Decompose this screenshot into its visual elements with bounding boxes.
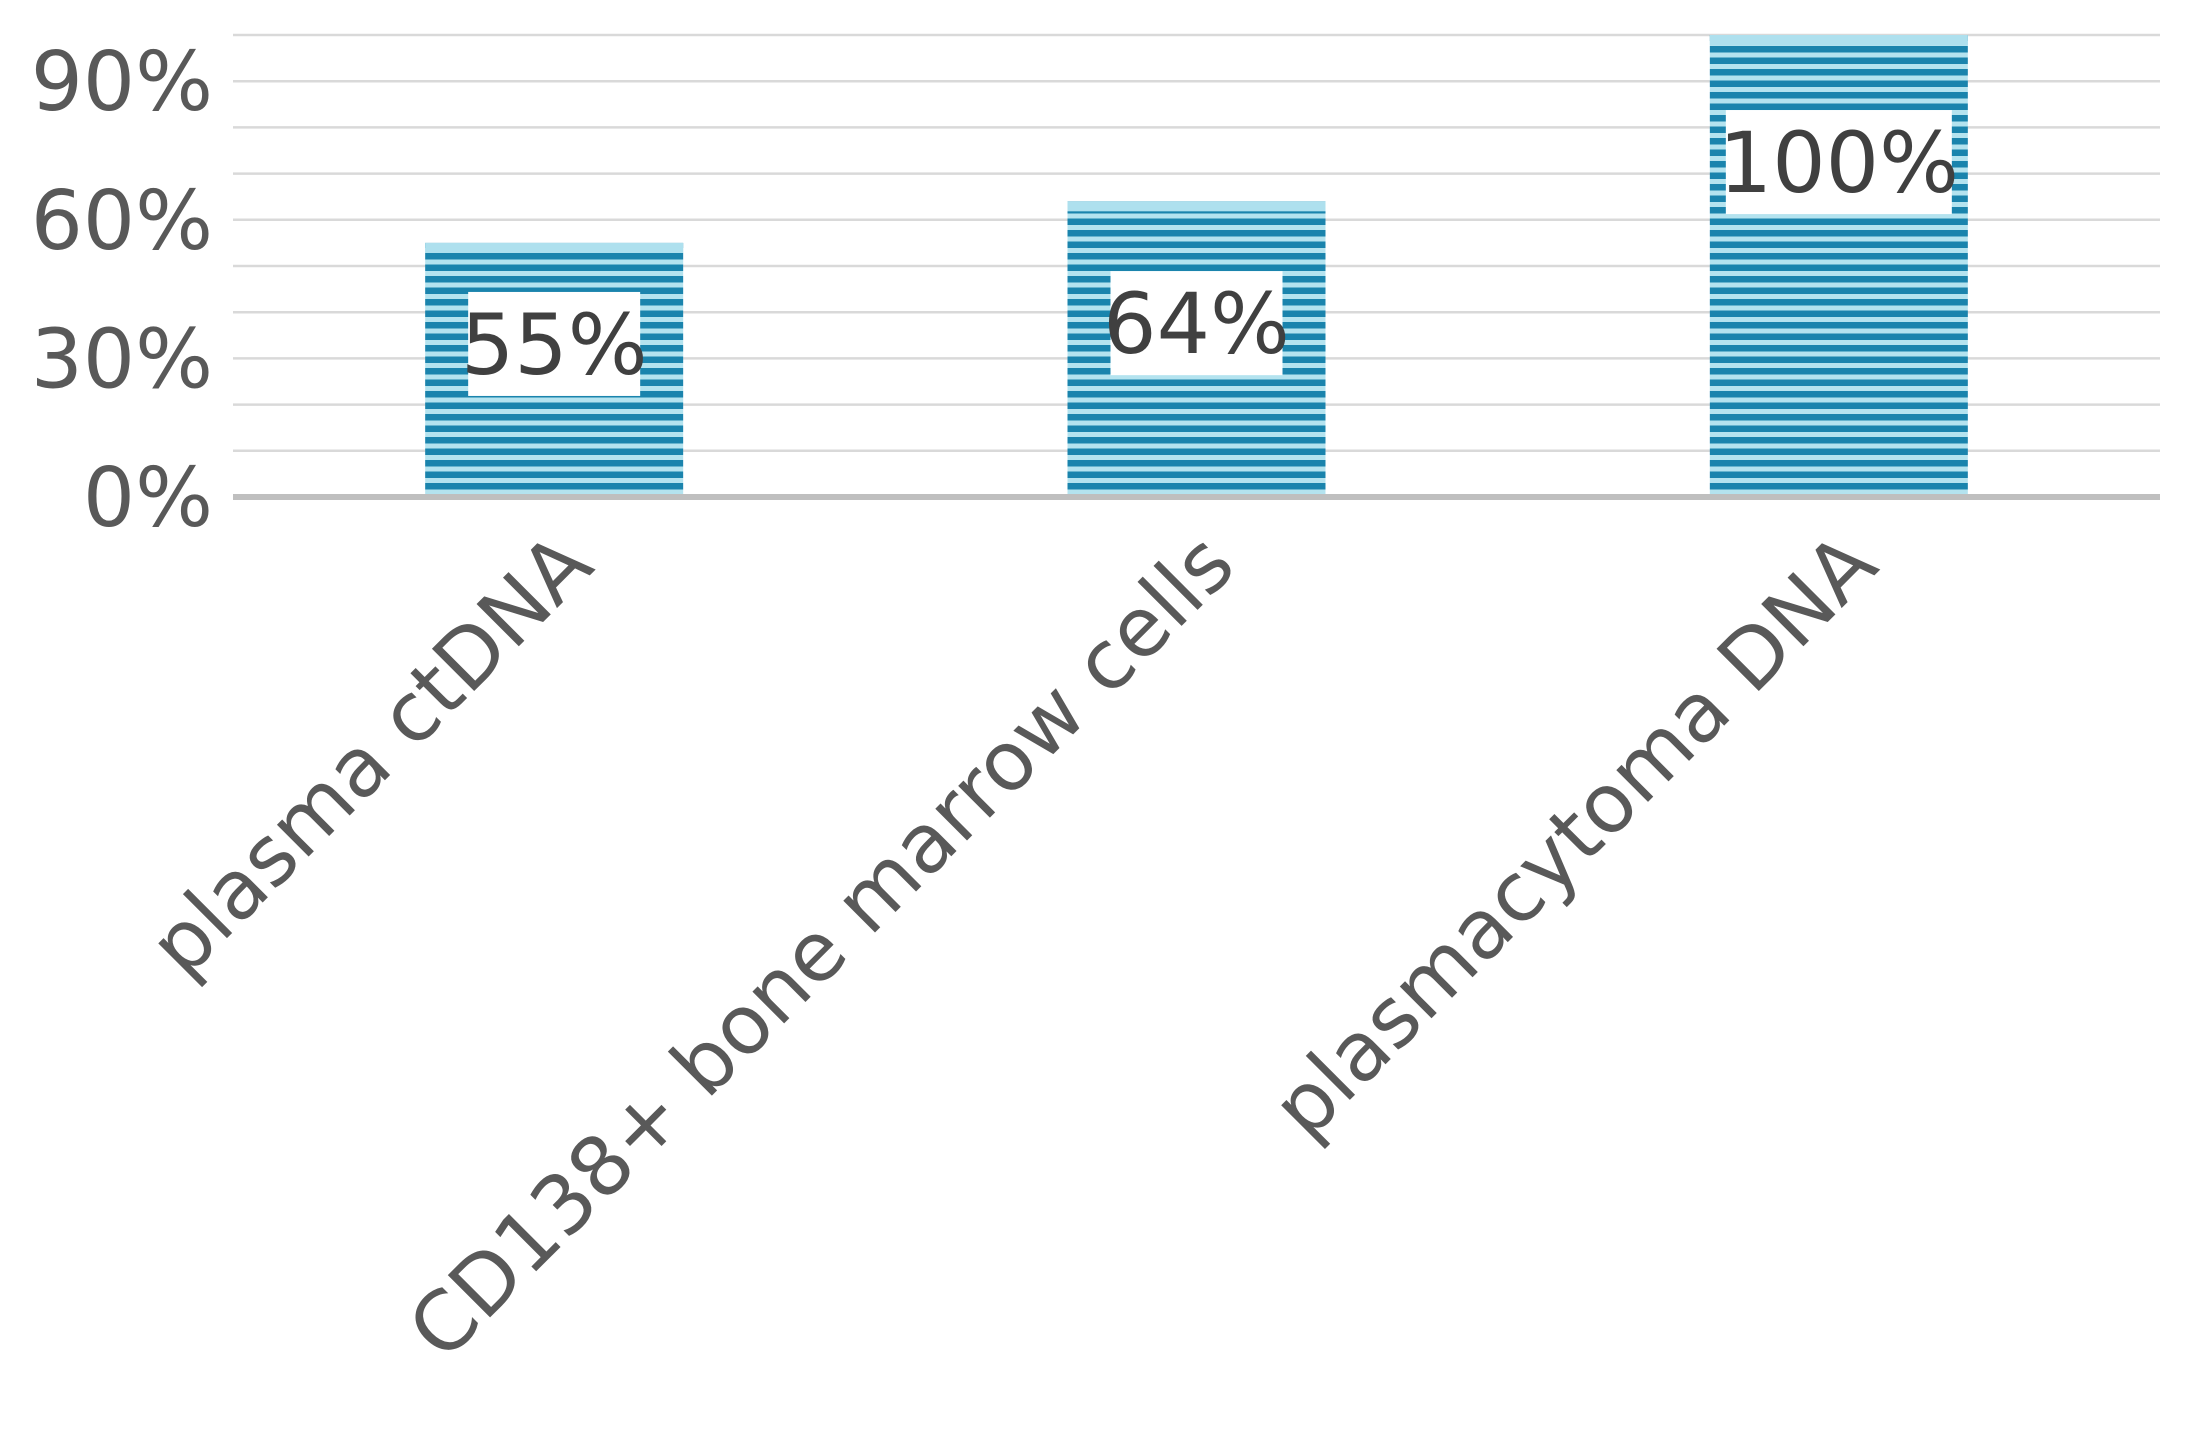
data-label: 100% bbox=[1719, 114, 1959, 212]
x-tick-label: plasma ctDNA bbox=[132, 516, 611, 995]
bar-top-edge bbox=[1709, 35, 1968, 45]
bar-top-edge bbox=[1067, 201, 1326, 212]
bar-group bbox=[1709, 35, 1968, 497]
y-tick-label: 0% bbox=[83, 451, 213, 546]
data-labels: 55% 64% 100% bbox=[461, 110, 1959, 396]
data-label-box bbox=[1725, 110, 1952, 215]
y-tick-label: 60% bbox=[31, 174, 213, 269]
data-label: 64% bbox=[1103, 275, 1290, 373]
y-tick-label: 90% bbox=[31, 35, 213, 130]
x-tick-label: plasmacytoma DNA bbox=[1255, 516, 1895, 1156]
bar bbox=[1709, 35, 1968, 497]
y-axis-tick-labels: 0% 30% 60% 90% bbox=[31, 35, 213, 546]
data-label-box bbox=[468, 291, 641, 396]
bars bbox=[425, 35, 1968, 497]
data-label-box bbox=[1110, 271, 1283, 376]
data-label: 55% bbox=[461, 296, 648, 394]
y-tick-label: 30% bbox=[31, 312, 213, 407]
bar-top-edge bbox=[425, 242, 684, 253]
